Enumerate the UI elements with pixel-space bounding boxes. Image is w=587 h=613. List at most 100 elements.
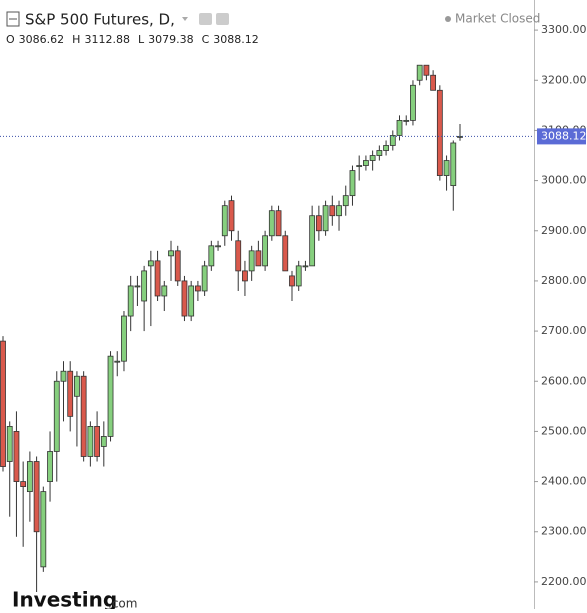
candle-body (201, 265, 208, 292)
candle-body (26, 461, 33, 493)
candle-body (309, 215, 316, 267)
candle-body (275, 210, 282, 237)
dropdown-caret[interactable] (182, 17, 188, 21)
ohlc-value: 3079.38 (148, 33, 194, 46)
candle-body (389, 135, 396, 146)
candle-body (403, 119, 410, 122)
y-tick-label: 2400.00 (541, 475, 587, 488)
candle-body (100, 436, 107, 447)
candle-body (342, 195, 349, 207)
candle-body (33, 461, 40, 533)
candle-body (20, 481, 27, 487)
candle-body (416, 64, 423, 81)
candle-body (194, 285, 201, 292)
y-tick-label: 2200.00 (541, 575, 587, 588)
candle-body (174, 250, 181, 282)
candle-body (289, 275, 295, 287)
candle-body (80, 375, 87, 457)
y-tick-label: 2300.00 (541, 525, 587, 538)
candle-body (13, 431, 20, 482)
candle-body (0, 340, 6, 467)
y-tick-label: 2900.00 (541, 224, 587, 237)
ohlc-key: C (202, 33, 210, 46)
ohlc-readout: O 3086.62 H 3112.88 L 3079.38 C 3088.12 (6, 33, 259, 46)
candle-body (255, 250, 262, 267)
candle-body (74, 375, 80, 397)
candle-body (396, 119, 403, 136)
ohlc-key: L (138, 33, 145, 46)
candle-body (181, 280, 188, 317)
ohlc-value: 3086.62 (19, 33, 65, 46)
y-tick-label: 2500.00 (541, 424, 587, 437)
y-tick-label: 2800.00 (541, 274, 587, 287)
y-tick-label: 2700.00 (541, 324, 587, 337)
candle-body (248, 250, 255, 272)
candle-body (147, 260, 154, 267)
candle-body (282, 235, 289, 272)
candle-body (94, 426, 100, 457)
candle-body (410, 84, 416, 121)
candle-body (383, 145, 389, 151)
candle-body (168, 250, 174, 257)
y-tick-label: 3200.00 (541, 73, 587, 86)
ohlc-value: 3088.12 (213, 33, 259, 46)
candle-body (430, 74, 437, 91)
last-price-box (537, 128, 586, 145)
candle-body (262, 235, 269, 267)
candle-body (450, 142, 457, 187)
candle-body (356, 165, 363, 167)
chart-title: S&P 500 Futures, D, (25, 11, 175, 29)
candle-body (188, 285, 195, 317)
candle-body (376, 150, 383, 156)
candle-body (154, 260, 161, 297)
candle-body (127, 285, 134, 317)
settings-button[interactable] (216, 13, 229, 25)
candle-body (228, 200, 235, 232)
candle-body (87, 426, 94, 457)
candle-body (363, 160, 369, 166)
candle-body (242, 270, 248, 282)
candle-body (121, 315, 127, 362)
watermark-brand: Investing (12, 588, 117, 610)
status-dot (445, 16, 451, 22)
candle-body (295, 265, 302, 287)
candle-body (322, 205, 329, 232)
candle-body (107, 355, 114, 437)
candle-body (329, 205, 336, 217)
candle-body (369, 155, 376, 161)
candle-body (141, 270, 148, 302)
watermark-suffix: .com (108, 597, 137, 610)
ohlc-key: O (6, 33, 15, 46)
collapse-icon[interactable] (6, 11, 20, 27)
candle-body (47, 451, 53, 482)
candle-body (208, 245, 215, 267)
candle-body (302, 265, 309, 268)
candle-body (221, 205, 228, 237)
visibility-button[interactable] (199, 13, 212, 25)
candle-body (6, 426, 13, 462)
candle-body (423, 64, 430, 76)
candle-body (67, 370, 74, 417)
candle-body (215, 245, 221, 248)
last-price-label: 3088.12 (541, 129, 587, 142)
candle-body (443, 160, 450, 176)
ohlc-key: H (72, 33, 80, 46)
candle-body (349, 170, 356, 197)
candle-body (235, 240, 242, 272)
candle-body (336, 205, 342, 217)
candle-body (315, 215, 322, 232)
candle-body (53, 380, 60, 452)
y-tick-label: 2600.00 (541, 374, 587, 387)
y-tick-label: 3000.00 (541, 174, 587, 187)
ohlc-value: 3112.88 (84, 33, 130, 46)
market-status: Market Closed (455, 12, 540, 26)
y-tick-label: 3300.00 (541, 23, 587, 36)
candle-body (60, 370, 67, 382)
candle-body (161, 285, 168, 297)
candle-body (114, 360, 121, 363)
candle-body (40, 491, 47, 568)
candle-body (134, 285, 141, 288)
